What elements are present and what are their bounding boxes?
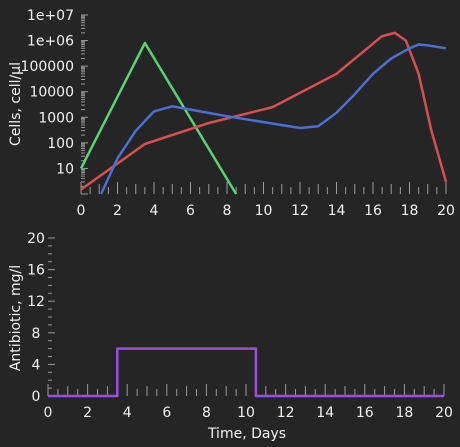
cells-panel: 0 2 4 6 8 10 12 14 16 18 20 10 100 1000 10000 100000 1e+… (21, 8, 455, 219)
y-tick-label: 16 (27, 263, 45, 279)
x-tick-label: 10 (237, 405, 255, 421)
series-line-1 (80, 31, 448, 191)
y-tick-label: 4 (32, 357, 41, 373)
series-line-0 (79, 41, 238, 195)
x-tick-label: 10 (255, 203, 273, 219)
y-tick-label: 12 (27, 294, 45, 310)
x-tick-label: 4 (150, 203, 159, 219)
y-tick-label: 10000 (29, 85, 74, 101)
y-tick-label: 20 (27, 231, 45, 247)
x-tick-label: 16 (364, 203, 382, 219)
y-tick-label: 1e+07 (27, 8, 74, 24)
x-tick-label: 2 (113, 203, 122, 219)
x-tick-label: 2 (83, 405, 92, 421)
x-tick-label: 6 (186, 203, 195, 219)
series-line-2 (99, 43, 447, 195)
x-tick-label: 20 (435, 405, 453, 421)
cells-axis-title: Cells, cell/µl (8, 62, 24, 146)
y-tick-label: 8 (32, 326, 41, 342)
y-tick-label: 100000 (21, 59, 74, 75)
x-tick-label: 14 (316, 405, 334, 421)
x-tick-label: 0 (77, 203, 86, 219)
antibiotic-panel: 0 2 4 6 8 10 12 14 16 18 20 0 4 8 12 16 20 (27, 231, 453, 421)
x-tick-label: 8 (223, 203, 232, 219)
x-tick-label: 14 (328, 203, 346, 219)
series-line-0 (48, 347, 444, 398)
x-tick-label: 12 (277, 405, 295, 421)
y-tick-label: 1000 (38, 110, 74, 126)
y-tick-label: 1e+06 (27, 34, 74, 50)
x-tick-label: 8 (202, 405, 211, 421)
x-tick-label: 18 (395, 405, 413, 421)
x-tick-label: 0 (44, 405, 53, 421)
antibiotic-axis-title: Antibiotic, mg/l (8, 265, 24, 371)
x-tick-label: 18 (401, 203, 419, 219)
x-tick-label: 20 (437, 203, 455, 219)
y-tick-label: 100 (47, 136, 74, 152)
x-tick-label: 16 (356, 405, 374, 421)
x-tick-label: 6 (162, 405, 171, 421)
y-tick-label: 0 (32, 389, 41, 405)
time-axis-title: Time, Days (207, 426, 286, 442)
x-tick-label: 4 (123, 405, 132, 421)
x-tick-label: 12 (291, 203, 309, 219)
y-tick-label: 10 (56, 161, 74, 177)
